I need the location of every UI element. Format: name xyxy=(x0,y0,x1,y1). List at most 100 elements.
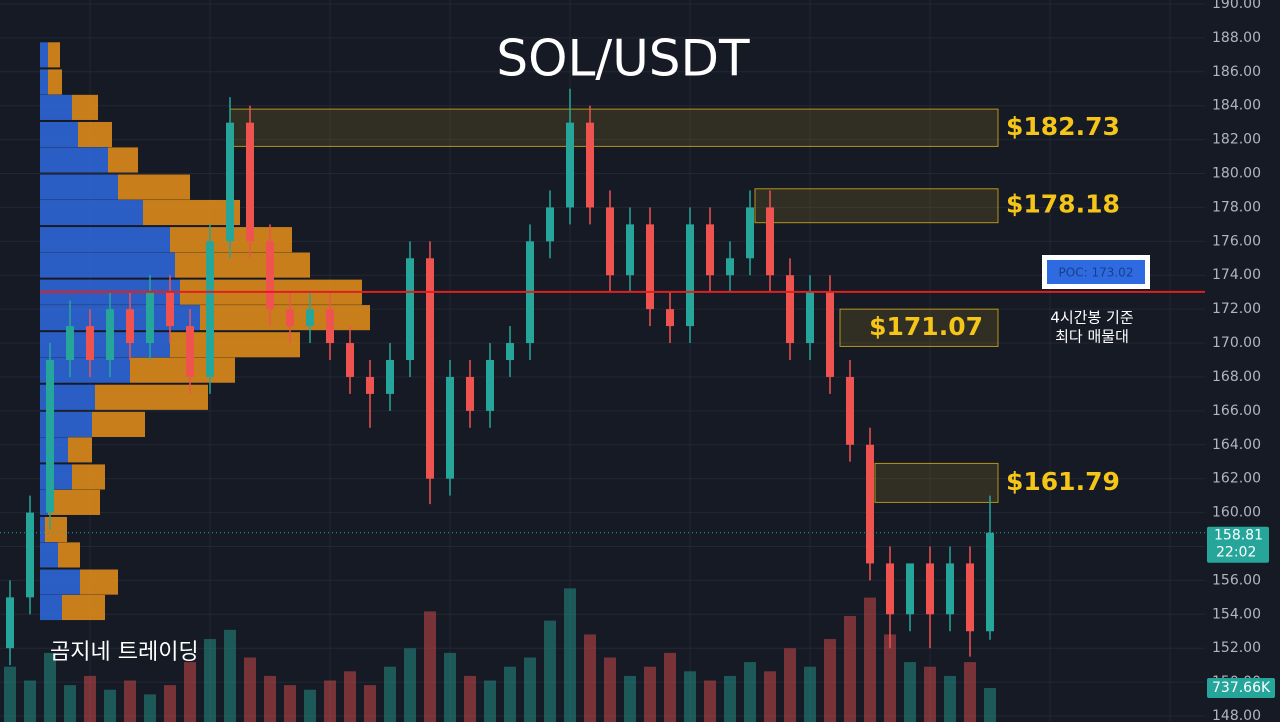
volume-bar xyxy=(404,648,416,722)
volume-bar xyxy=(344,671,356,722)
profile-buy xyxy=(40,121,78,148)
volume-bar xyxy=(804,666,816,722)
volume-bar xyxy=(384,666,396,722)
volume-bar xyxy=(764,671,776,722)
volume-bar xyxy=(64,685,76,722)
candle-body xyxy=(186,326,194,377)
zone xyxy=(874,462,999,503)
volume-bar xyxy=(24,680,36,722)
y-tick-label: 162.00 xyxy=(1212,471,1261,487)
profile-sell xyxy=(48,489,100,515)
volume-bar xyxy=(664,652,676,722)
y-tick-label: 154.00 xyxy=(1212,606,1261,622)
profile-sell xyxy=(48,42,60,68)
y-tick-label: 186.00 xyxy=(1212,64,1261,80)
profile-buy xyxy=(40,357,130,383)
profile-sell xyxy=(58,542,80,568)
volume-bar xyxy=(184,662,196,722)
candle-body xyxy=(106,309,114,360)
volume-bar xyxy=(304,689,316,722)
volume-bar xyxy=(964,662,976,722)
candles xyxy=(6,88,994,666)
volume-bar xyxy=(584,634,596,722)
volume-bar xyxy=(424,611,436,722)
profile-buy xyxy=(40,252,175,278)
candle-body xyxy=(986,532,994,632)
profile-sell xyxy=(68,437,92,463)
volume-bar xyxy=(364,685,376,722)
volume-bar xyxy=(84,675,96,722)
volume-label: 737.66K xyxy=(1212,680,1271,696)
y-tick-label: 164.00 xyxy=(1212,437,1261,453)
candle-body xyxy=(766,207,774,276)
y-tick-label: 178.00 xyxy=(1212,199,1261,215)
poc-label: POC: 173.02 xyxy=(1059,266,1134,280)
profile-sell xyxy=(72,464,105,490)
candle-body xyxy=(706,224,714,276)
candle-body xyxy=(346,343,354,377)
candle-body xyxy=(466,376,474,411)
volume-bar xyxy=(624,675,636,722)
chart-title: SOL/USDT xyxy=(496,30,750,88)
profile-buy xyxy=(40,199,143,226)
volume-bar xyxy=(264,675,276,722)
candle-body xyxy=(946,563,954,615)
volume-bar xyxy=(524,657,536,722)
profile-buy xyxy=(40,147,108,173)
volume-tag xyxy=(1207,678,1275,699)
zone-label: $171.07 xyxy=(869,312,983,341)
zone-label: $161.79 xyxy=(1006,467,1120,496)
zones: $182.73 $178.18 $171.07 $161.79 xyxy=(229,108,1120,503)
y-tick-label: 148.00 xyxy=(1212,708,1261,722)
candle-body xyxy=(546,207,554,242)
profile-buy xyxy=(40,305,200,331)
candle-body xyxy=(386,360,394,394)
volume-bar xyxy=(864,597,876,722)
zone-label: $182.73 xyxy=(1006,112,1120,141)
volume-bar xyxy=(124,680,136,722)
candle-body xyxy=(746,207,754,259)
watermark: 곰지네 트레이딩 xyxy=(50,640,199,665)
profile-sell xyxy=(92,411,145,437)
volume-layer xyxy=(4,588,996,722)
candle-body xyxy=(246,122,254,242)
candle-body xyxy=(906,563,914,615)
volume-bar xyxy=(684,671,696,722)
volume-bar xyxy=(444,652,456,722)
candle-body xyxy=(666,309,674,327)
volume-bar xyxy=(724,675,736,722)
volume-bar xyxy=(44,652,56,722)
y-tick-label: 190.00 xyxy=(1212,0,1261,12)
candle-body xyxy=(66,326,74,360)
volume-bar xyxy=(464,675,476,722)
volume-bar xyxy=(564,588,576,722)
y-tick-label: 176.00 xyxy=(1212,233,1261,249)
candle-body xyxy=(966,563,974,632)
poc-note: 최다 매물대 xyxy=(1055,328,1129,346)
candle-body xyxy=(846,376,854,445)
profile-buy xyxy=(40,94,72,120)
volume-bar xyxy=(104,689,116,722)
volume-bar xyxy=(324,680,336,722)
profile-sell xyxy=(143,199,240,226)
last-price-tag xyxy=(1207,526,1269,563)
zone-label: $178.18 xyxy=(1006,190,1120,219)
candle-body xyxy=(486,360,494,411)
volume-bar xyxy=(484,680,496,722)
profile-sell xyxy=(200,305,370,331)
profile-sell xyxy=(80,569,118,595)
volume-bar xyxy=(924,666,936,722)
profile-buy xyxy=(40,542,58,568)
zone xyxy=(229,108,999,147)
volume-bar xyxy=(144,694,156,722)
volume-bar xyxy=(4,666,16,722)
profile-sell xyxy=(118,174,190,200)
volume-bar xyxy=(164,685,176,722)
last-time-label: 22:02 xyxy=(1216,545,1256,561)
volume-bar xyxy=(784,648,796,722)
candle-body xyxy=(886,563,894,615)
volume-bar xyxy=(704,680,716,722)
candle-body xyxy=(866,444,874,564)
